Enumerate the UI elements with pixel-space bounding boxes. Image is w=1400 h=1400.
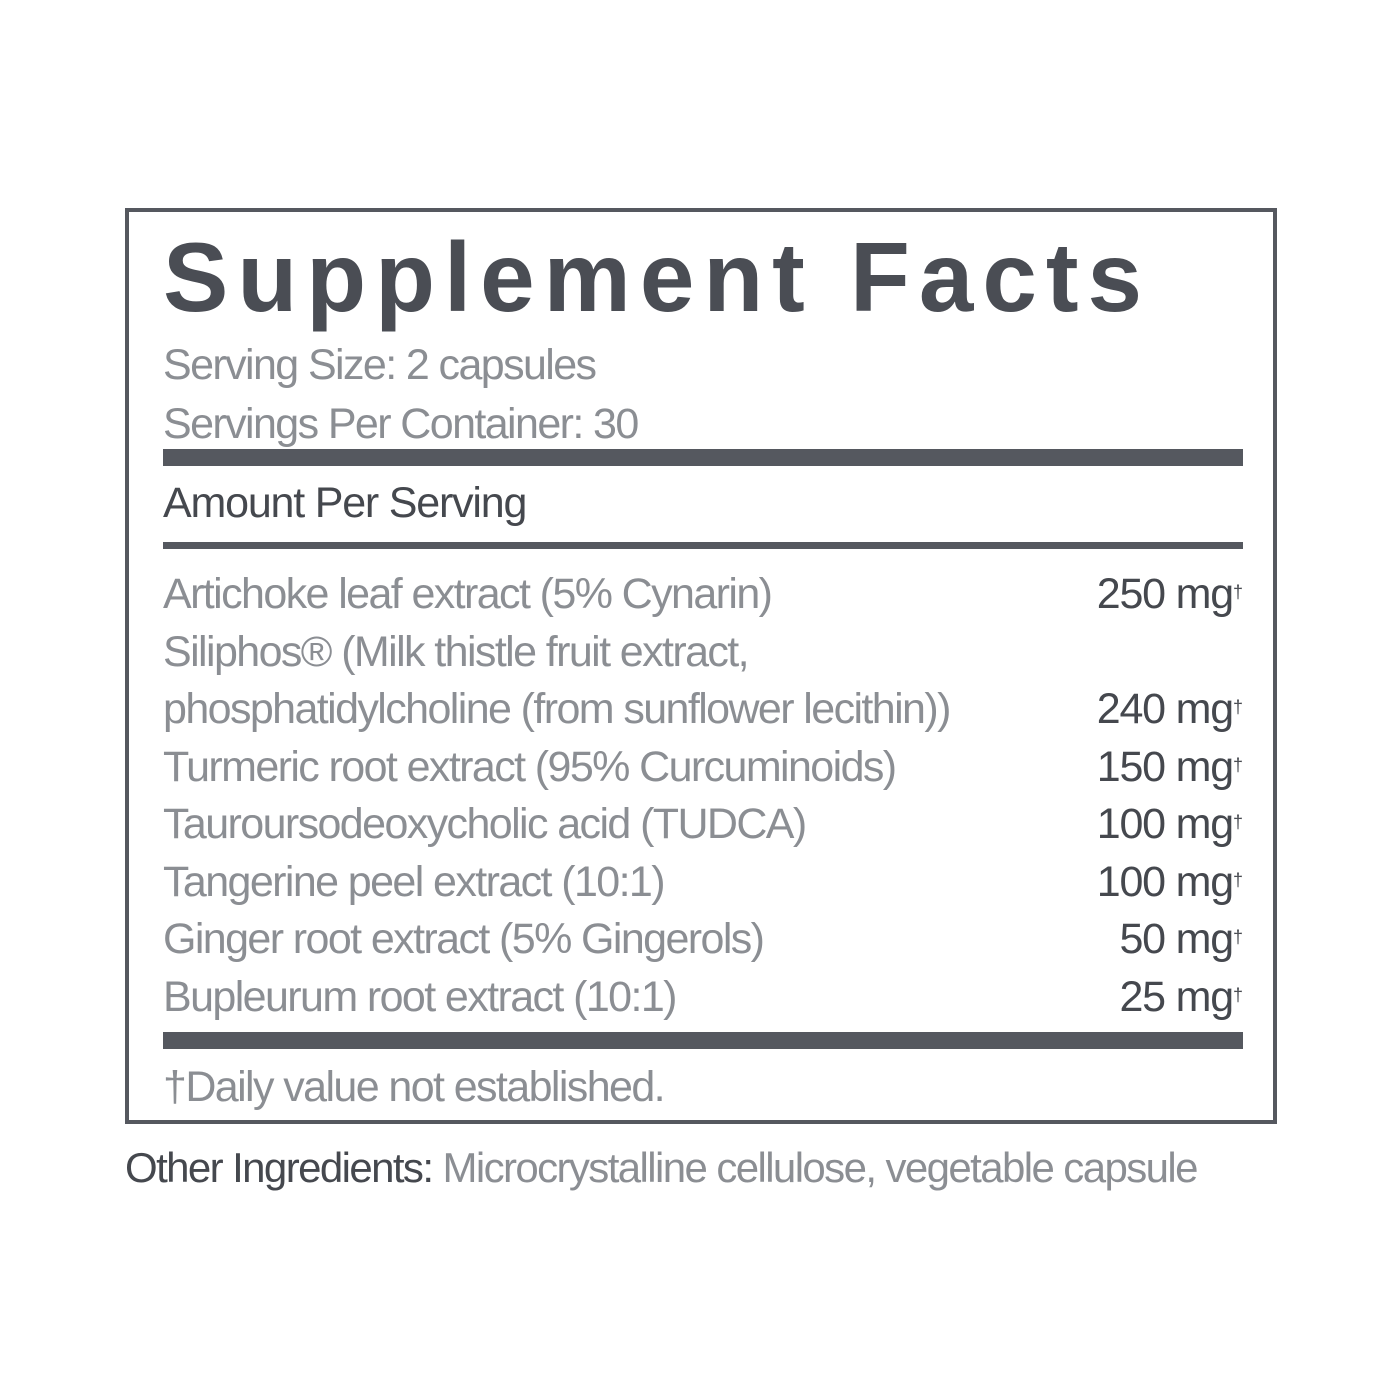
ingredient-amount: 150 mg† [1097, 742, 1243, 792]
other-ingredients-value: Microcrystalline cellulose, vegetable ca… [432, 1144, 1198, 1191]
ingredient-row: phosphatidylcholine (from sunflower leci… [163, 684, 1243, 734]
amount-value: 250 mg [1096, 570, 1234, 618]
panel-title: Supplement Facts [163, 222, 1152, 332]
ingredient-row: Artichoke leaf extract (5% Cynarin) 250 m… [163, 569, 1243, 619]
ingredient-row: Tangerine peel extract (10:1) 100 mg† [163, 857, 1243, 907]
other-ingredients: Other Ingredients: Microcrystalline cell… [125, 1143, 1198, 1193]
amount-value: 25 mg [1119, 972, 1234, 1021]
ingredient-amount: 240 mg† [1097, 684, 1243, 734]
ingredient-name: Tangerine peel extract (10:1) [163, 857, 666, 906]
thin-divider [163, 542, 1243, 549]
dagger-mark: † [1232, 869, 1243, 890]
ingredient-amount: 250 mg† [1097, 569, 1243, 619]
thick-divider [163, 449, 1243, 466]
dagger-mark: † [1232, 754, 1243, 775]
ingredient-name: Bupleurum root extract (10:1) [163, 972, 677, 1021]
supplement-facts-panel: Supplement Facts Serving Size: 2 capsule… [125, 208, 1277, 1124]
ingredient-name: Siliphos® (Milk thistle fruit extract, [163, 627, 750, 676]
ingredient-amount: 50 mg† [1119, 914, 1243, 964]
dagger-mark: † [1232, 927, 1243, 947]
dagger-mark: † [1232, 812, 1243, 832]
ingredient-amount: 100 mg† [1097, 799, 1243, 849]
amount-value: 100 mg [1096, 800, 1234, 848]
servings-per-container: Servings Per Container: 30 [163, 400, 639, 448]
ingredient-amount: 25 mg† [1119, 972, 1243, 1022]
dagger-mark: † [1232, 582, 1243, 602]
ingredient-row: Ginger root extract (5% Gingerols) 50 mg† [163, 914, 1243, 964]
serving-size: Serving Size: 2 capsules [163, 341, 597, 389]
dagger-mark: † [1232, 697, 1243, 717]
ingredient-name: Ginger root extract (5% Gingerols) [163, 915, 765, 963]
ingredient-name: Turmeric root extract (95% Curcuminoids) [163, 742, 897, 791]
ingredient-name: phosphatidylcholine (from sunflower leci… [163, 685, 951, 733]
amount-per-serving-header: Amount Per Serving [163, 479, 527, 527]
amount-value: 50 mg [1119, 915, 1234, 963]
other-ingredients-label: Other Ingredients: [125, 1144, 434, 1191]
amount-value: 240 mg [1096, 685, 1234, 733]
footnote: †Daily value not established. [163, 1063, 666, 1111]
ingredient-row: Bupleurum root extract (10:1) 25 mg† [163, 972, 1243, 1022]
ingredient-name: Tauroursodeoxycholic acid (TUDCA) [163, 800, 807, 848]
ingredient-row: Siliphos® (Milk thistle fruit extract, [163, 627, 1243, 677]
ingredient-row: Tauroursodeoxycholic acid (TUDCA) 100 mg† [163, 799, 1243, 849]
amount-value: 100 mg [1096, 857, 1234, 906]
ingredient-amount: 100 mg† [1097, 857, 1243, 907]
ingredient-name: Artichoke leaf extract (5% Cynarin) [163, 570, 773, 618]
amount-value: 150 mg [1096, 742, 1234, 791]
ingredient-row: Turmeric root extract (95% Curcuminoids)… [163, 742, 1243, 792]
dagger-mark: † [1232, 984, 1243, 1005]
bottom-divider [163, 1032, 1243, 1049]
